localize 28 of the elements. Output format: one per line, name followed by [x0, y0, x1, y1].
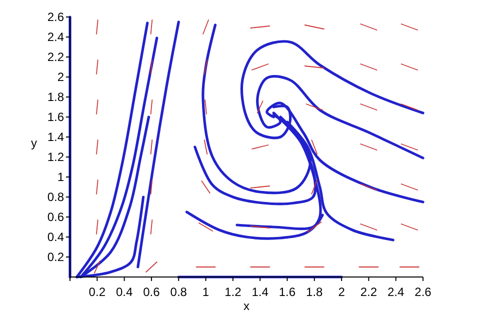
y-tick-label: 0.6 [47, 210, 64, 224]
y-tick-label: 0.2 [47, 250, 64, 264]
x-tick-label: 0.2 [88, 285, 106, 299]
y-tick-label: 0.4 [47, 230, 64, 244]
x-tick-label: 1.6 [278, 285, 296, 299]
x-tick-label: 0.6 [143, 285, 160, 299]
y-tick-label: 1.8 [47, 90, 64, 104]
y-tick-label: 1.6 [47, 110, 64, 124]
x-tick-label: 1.4 [252, 285, 269, 299]
y-axis-title: y [31, 136, 37, 150]
y-tick-label: 2.6 [47, 10, 64, 24]
x-tick-label: 1.8 [306, 285, 324, 299]
y-tick-label: 0.8 [47, 190, 64, 204]
y-tick-label: 1 [57, 170, 64, 184]
x-tick-label: 1.2 [224, 285, 242, 299]
y-tick-label: 2.4 [47, 30, 64, 44]
x-tick-label: 2.4 [388, 285, 405, 299]
x-tick-label: 2.2 [360, 285, 378, 299]
x-tick-label: 0.4 [116, 285, 133, 299]
x-axis-title: x [244, 299, 250, 313]
x-tick-label: 2 [338, 285, 346, 299]
y-tick-label: 1.4 [47, 130, 64, 144]
x-tick-label: 1 [202, 285, 210, 299]
y-tick-label: 1.2 [47, 150, 64, 164]
x-tick-label: 0.8 [170, 285, 188, 299]
y-tick-label: 2 [57, 70, 64, 84]
x-tick-label: 2.6 [414, 285, 432, 299]
y-tick-label: 2.2 [47, 50, 64, 64]
